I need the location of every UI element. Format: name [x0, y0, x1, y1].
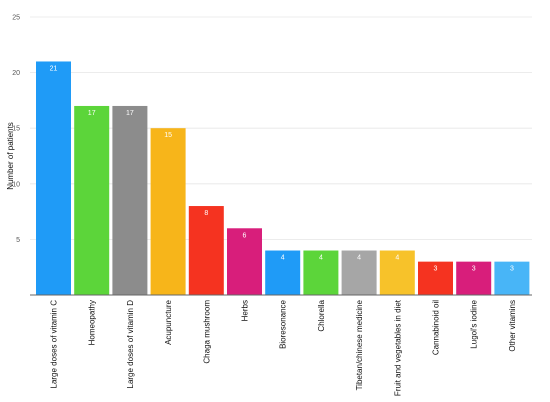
bar — [112, 105, 148, 296]
y-axis-ticks: 5 10 15 20 25 — [12, 15, 20, 244]
x-tick-label: Herbs — [241, 300, 250, 321]
bar — [303, 250, 339, 295]
y-tick-label: 10 — [12, 181, 20, 188]
data-label: 15 — [164, 132, 172, 139]
data-label: 3 — [510, 266, 514, 273]
data-label: 4 — [395, 255, 399, 262]
data-label: 3 — [434, 266, 438, 273]
bar — [418, 261, 453, 295]
x-tick-label: Large doses of vitamin C — [50, 300, 59, 389]
x-tick-label: Large doses of vitamin D — [126, 300, 135, 389]
x-tick-label: Chaga mushroom — [202, 300, 211, 364]
data-label: 17 — [126, 110, 134, 117]
bar — [265, 250, 301, 295]
data-label: 4 — [319, 255, 323, 262]
bar — [188, 206, 224, 295]
bar — [227, 228, 262, 295]
y-tick-label: 5 — [16, 237, 20, 244]
bars — [36, 61, 530, 296]
y-axis-label: Number of patients — [6, 122, 15, 190]
x-axis-category-labels: Large doses of vitamin C Homeopathy Large … — [50, 299, 517, 396]
bar — [150, 128, 186, 295]
data-label: 4 — [357, 255, 361, 262]
bar — [456, 261, 492, 295]
data-label: 6 — [243, 232, 247, 239]
y-tick-label: 15 — [12, 126, 20, 133]
x-tick-label: Homeopathy — [88, 300, 97, 345]
bar — [341, 250, 377, 295]
x-tick-label: Lugol's iodine — [470, 299, 479, 348]
data-label: 17 — [88, 110, 96, 117]
y-tick-label: 20 — [12, 70, 20, 77]
x-tick-label: Other vitamins — [508, 300, 517, 352]
x-tick-label: Cannabinoid oil — [432, 300, 441, 355]
x-tick-label: Tibetan/chinese medicine — [355, 299, 364, 390]
bar — [494, 261, 530, 295]
y-tick-label: 25 — [12, 15, 20, 22]
x-tick-label: Acupuncture — [164, 299, 173, 344]
bar — [36, 61, 71, 296]
x-tick-label: Fruit and vegetables in diet — [393, 299, 402, 396]
data-label: 4 — [281, 255, 285, 262]
x-tick-label: Chlorella — [317, 299, 326, 331]
data-labels: 21 17 17 15 8 6 4 4 4 4 3 3 3 — [50, 65, 514, 272]
data-label: 21 — [50, 65, 58, 72]
bar — [379, 250, 415, 295]
bar — [74, 105, 110, 296]
data-label: 8 — [204, 210, 208, 217]
data-label: 3 — [472, 266, 476, 273]
x-tick-label: Bioresonance — [279, 299, 288, 348]
